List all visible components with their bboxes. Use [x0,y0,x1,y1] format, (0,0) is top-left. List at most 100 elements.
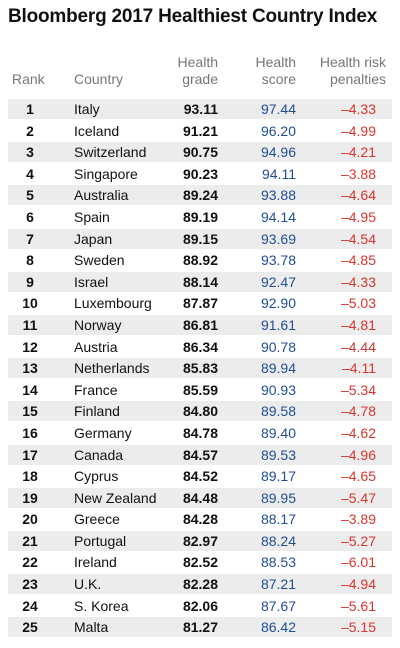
health-risk-penalty-cell: –4.95 [340,208,376,225]
country-cell: Singapore [74,165,138,182]
health-grade-cell: 82.28 [182,576,218,593]
country-cell: France [74,381,118,398]
health-score-cell: 91.61 [260,316,296,333]
health-grade-cell: 91.21 [182,122,218,139]
health-score-cell: 90.78 [260,338,296,355]
health-risk-penalty-cell: –5.47 [340,489,376,506]
health-risk-penalty-cell: –4.65 [340,468,376,485]
country-cell: U.K. [74,576,102,593]
health-grade-cell: 82.97 [182,532,218,549]
health-score-cell: 96.20 [260,122,296,139]
health-risk-penalty-cell: –6.01 [340,554,376,571]
health-score-cell: 89.94 [260,360,296,377]
table-row: 14 France 85.59 90.93 –5.34 [8,380,392,400]
header-country: Country [74,71,124,87]
country-cell: Canada [74,446,124,463]
rank-cell: 7 [26,230,34,247]
health-grade-cell: 84.80 [182,403,218,420]
country-cell: Japan [74,230,113,247]
table-row: 18 Cyprus 84.52 89.17 –4.65 [8,466,392,486]
table-row: 8 Sweden 88.92 93.78 –4.85 [8,250,392,270]
health-risk-penalty-cell: –4.54 [340,230,376,247]
health-grade-cell: 89.24 [182,187,218,204]
country-cell: Switzerland [74,144,147,161]
health-risk-penalty-cell: –3.88 [340,165,376,182]
rank-cell: 24 [22,597,38,614]
health-score-cell: 88.24 [260,532,296,549]
health-risk-penalty-cell: –4.11 [342,360,376,377]
country-cell: Luxembourg [74,295,152,312]
rank-cell: 3 [26,144,34,161]
country-cell: Iceland [74,122,120,139]
header-penalties-line1: Health risk [319,54,386,70]
country-cell: Germany [74,424,132,441]
rank-cell: 13 [22,360,38,377]
rank-cell: 20 [22,511,38,528]
health-risk-penalty-cell: –4.33 [340,101,376,117]
health-score-cell: 94.96 [260,144,296,161]
table-row: 15 Finland 84.80 89.58 –4.78 [8,401,392,422]
health-grade-cell: 85.59 [182,381,218,398]
health-grade-cell: 84.48 [182,489,218,506]
country-cell: Greece [74,511,120,528]
health-score-cell: 97.44 [260,101,296,117]
header-rank: Rank [12,71,45,87]
header-health-grade-line2: grade [182,71,218,87]
table-row: 7 Japan 89.15 93.69 –4.54 [8,228,392,249]
health-score-cell: 92.47 [260,273,296,290]
health-grade-cell: 87.87 [182,295,218,312]
health-score-cell: 90.93 [260,381,296,398]
table-header: Rank Country Health grade Health score H… [0,50,400,92]
health-score-cell: 93.88 [260,187,296,204]
table-body: 1 Italy 93.11 97.44 –4.33 2 Iceland 91.21 96.20 –… [8,99,392,639]
health-grade-cell: 89.15 [182,230,218,247]
rank-cell: 19 [22,489,38,506]
health-risk-penalty-cell: –4.96 [340,446,376,463]
health-grade-cell: 90.75 [182,144,218,161]
rank-cell: 12 [22,338,38,355]
country-cell: Australia [74,187,129,204]
table-row: 2 Iceland 91.21 96.20 –4.99 [8,121,392,141]
health-risk-penalty-cell: –5.34 [340,381,376,398]
table-row: 10 Luxembourg 87.87 92.90 –5.03 [8,293,392,313]
country-cell: S. Korea [74,597,129,614]
country-cell: New Zealand [74,489,157,506]
health-score-cell: 88.17 [260,511,296,528]
health-grade-cell: 88.14 [182,273,218,290]
table-row: 16 Germany 84.78 89.40 –4.62 [8,423,392,443]
country-cell: Ireland [74,554,117,571]
health-grade-cell: 82.06 [182,597,218,614]
table-row: 25 Malta 81.27 86.42 –5.15 [8,617,392,638]
rank-cell: 22 [22,554,38,571]
health-risk-penalty-cell: –4.85 [340,252,376,269]
health-grade-cell: 84.52 [182,468,218,485]
rank-cell: 23 [22,576,38,593]
health-score-cell: 86.42 [260,619,296,636]
health-score-cell: 92.90 [260,295,296,312]
header-health-grade: Health grade [160,54,218,88]
table-row: 6 Spain 89.19 94.14 –4.95 [8,207,392,227]
health-risk-penalty-cell: –5.03 [340,295,376,312]
table-row: 22 Ireland 82.52 88.53 –6.01 [8,552,392,572]
header-health-score-line1: Health [255,54,296,70]
rank-cell: 11 [22,316,38,333]
table-row: 11 Norway 86.81 91.61 –4.81 [8,314,392,335]
health-score-cell: 89.17 [260,468,296,485]
health-risk-penalty-cell: –4.78 [340,403,376,420]
country-cell: Spain [74,208,110,225]
health-risk-penalty-cell: –3.89 [340,511,376,528]
rank-cell: 14 [22,381,38,398]
table-row: 23 U.K. 82.28 87.21 –4.94 [8,574,392,595]
health-grade-cell: 93.11 [183,101,218,117]
health-risk-penalty-cell: –4.44 [340,338,376,355]
health-score-cell: 89.58 [260,403,296,420]
health-score-cell: 89.95 [260,489,296,506]
rank-cell: 18 [22,468,38,485]
health-score-cell: 93.78 [260,252,296,269]
health-risk-penalty-cell: –4.33 [340,273,376,290]
table-row: 19 New Zealand 84.48 89.95 –5.47 [8,487,392,508]
health-risk-penalty-cell: –4.99 [340,122,376,139]
country-cell: Cyprus [74,468,119,485]
rank-cell: 1 [26,101,34,117]
